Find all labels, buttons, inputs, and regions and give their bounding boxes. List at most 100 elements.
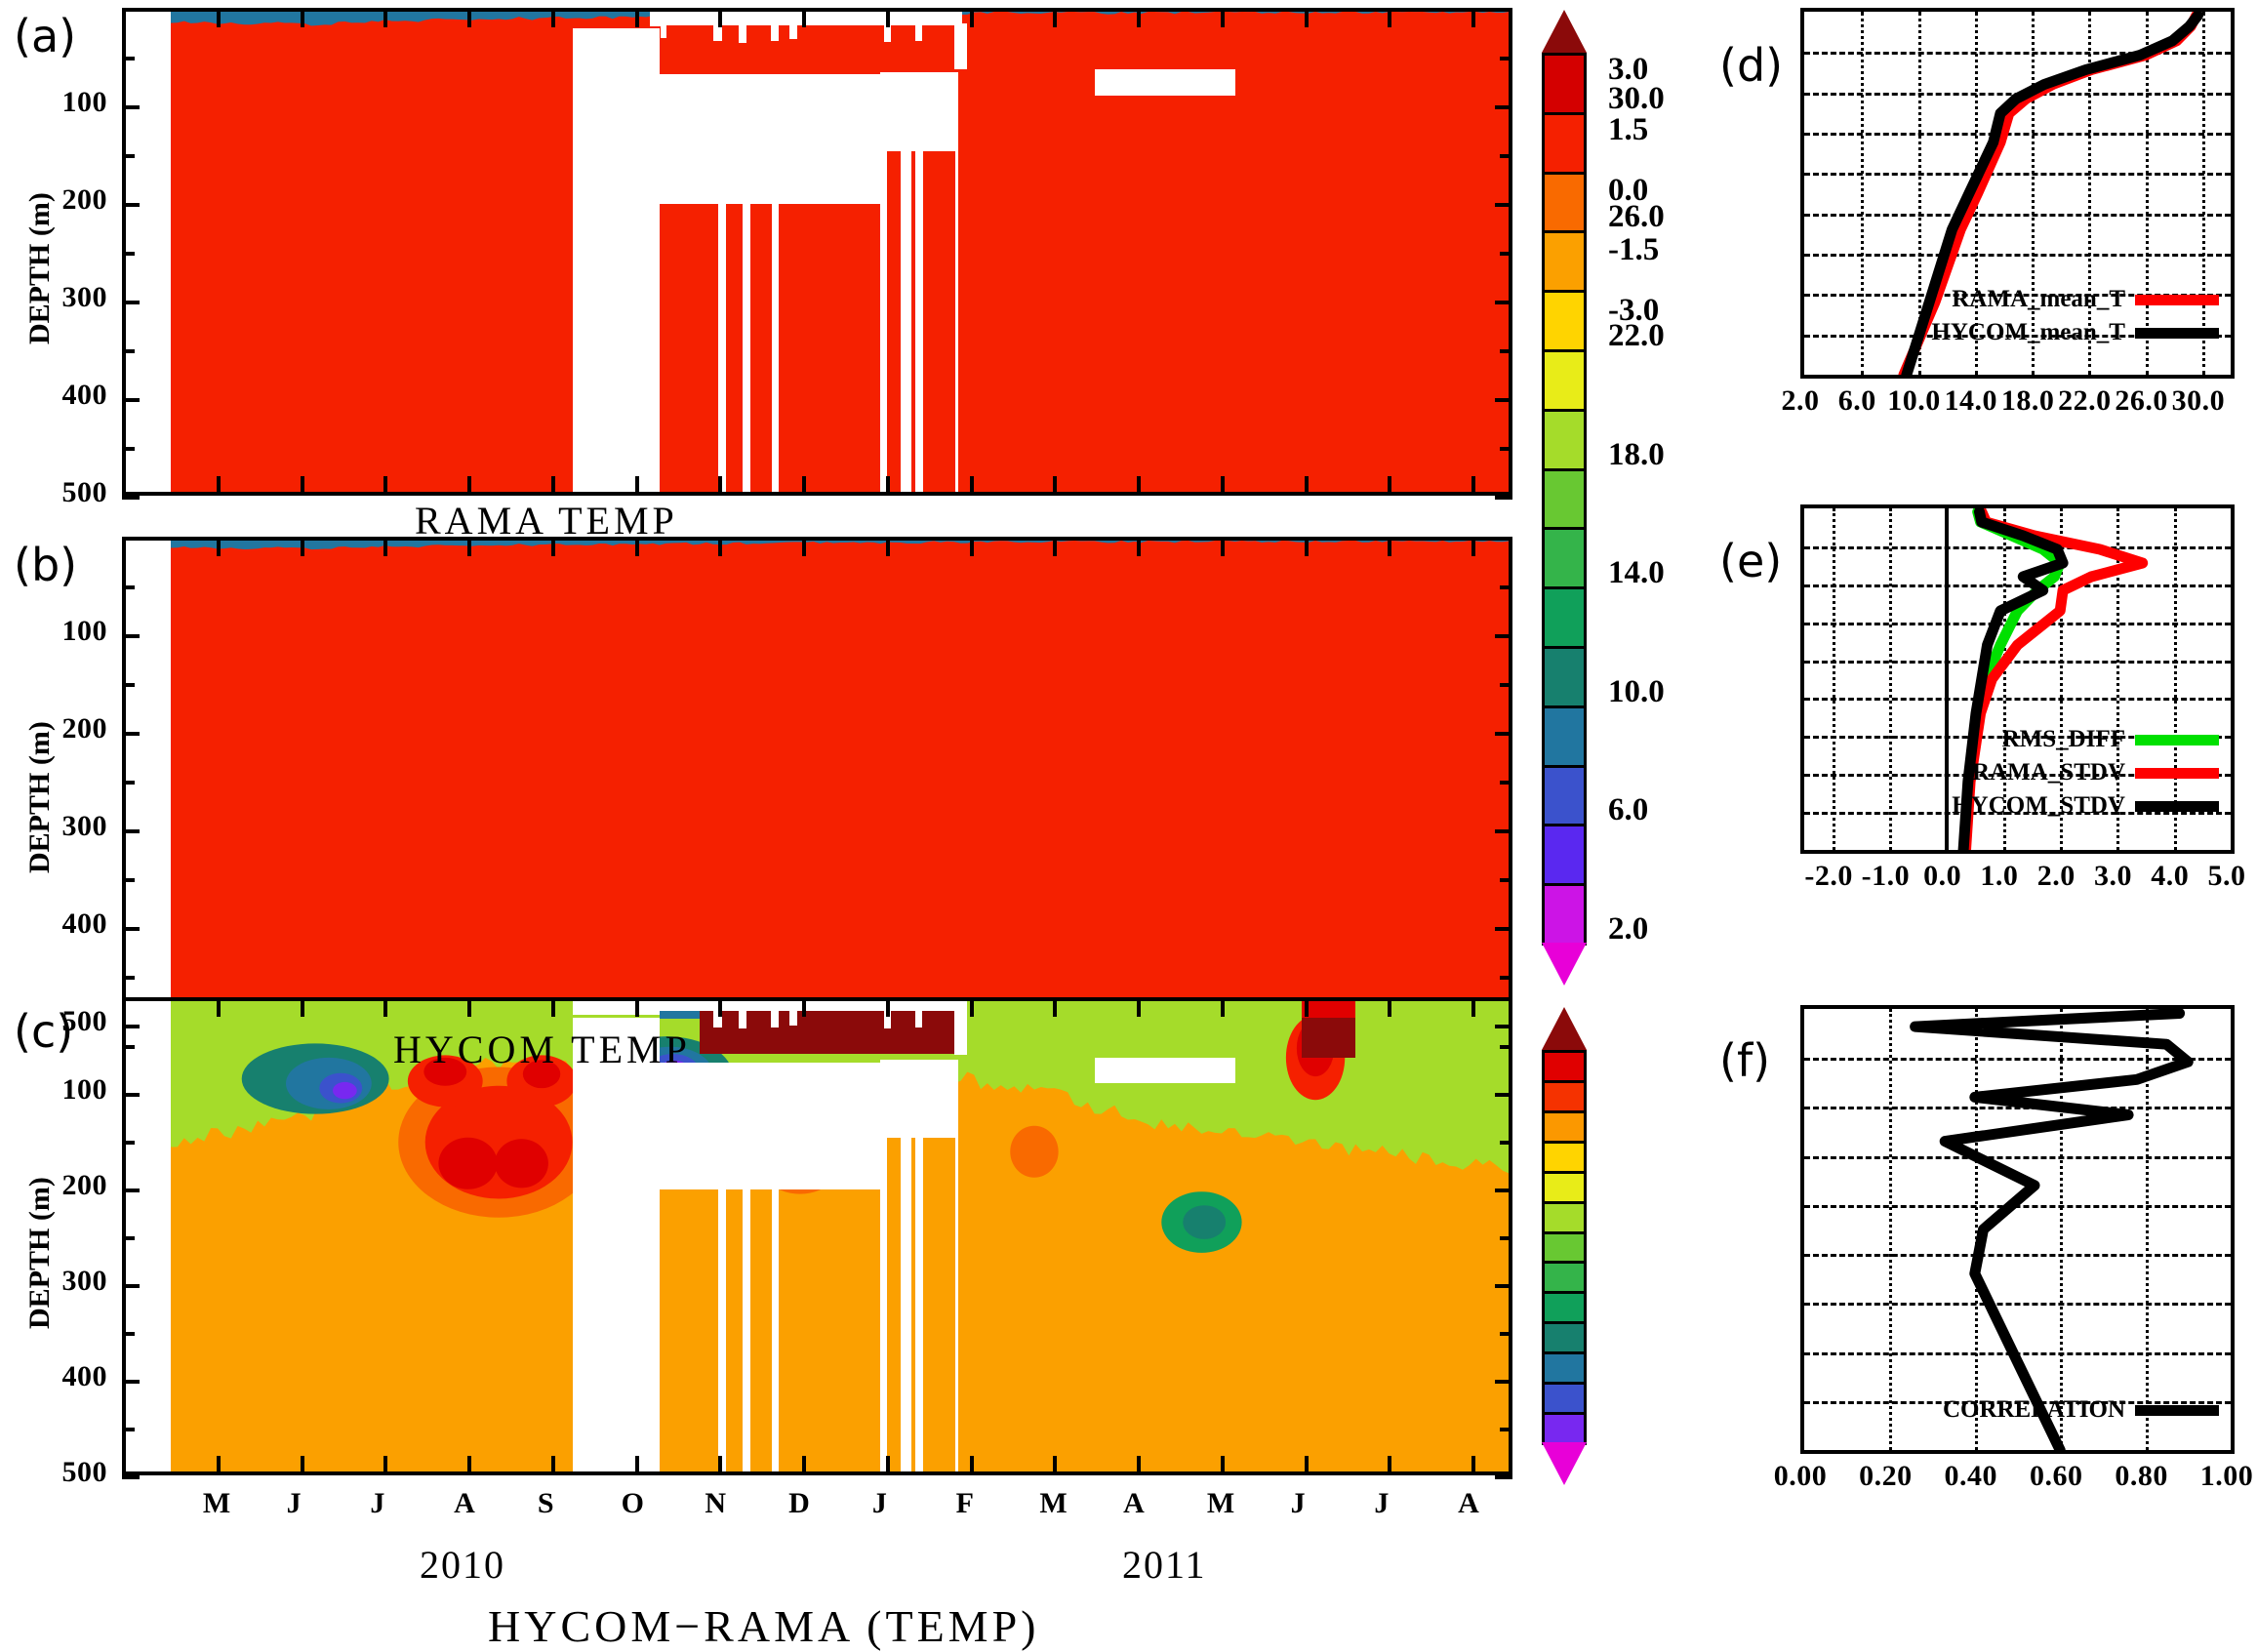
gridline-horizontal	[1804, 1303, 2231, 1307]
time-tick	[1388, 541, 1392, 556]
colorbar-segment	[1542, 764, 1587, 827]
depth-tick	[1495, 1284, 1512, 1288]
time-tick	[1137, 1456, 1142, 1471]
year-label-2011: 2011	[1122, 1543, 1207, 1587]
legend-label: HYCOM_mean_T	[1931, 319, 2125, 345]
time-tick	[969, 541, 974, 556]
panel-letter-d: (d)	[1719, 39, 1784, 92]
panel-a-title: RAMA TEMP	[415, 499, 678, 543]
depth-tick	[1495, 1025, 1512, 1028]
time-tick	[1471, 1001, 1476, 1017]
data-gap	[770, 12, 779, 41]
time-tick	[1053, 1001, 1058, 1017]
temperature-colorbar	[1539, 6, 1590, 990]
time-tick	[467, 541, 472, 556]
time-tick	[969, 1456, 974, 1471]
gridline-horizontal	[1804, 213, 2231, 217]
time-tick	[383, 1456, 388, 1471]
time-tick	[216, 12, 221, 27]
colorbar-segment	[1542, 1412, 1587, 1445]
month-label: S	[537, 1487, 554, 1519]
gridline-vertical	[1917, 12, 1921, 375]
depth-tick-label: 300	[61, 810, 107, 842]
depth-tick	[122, 1189, 140, 1192]
depth-tick	[1495, 1380, 1512, 1384]
colorbar-top-arrow	[1542, 1007, 1587, 1050]
colorbar-segment	[1542, 1351, 1587, 1386]
data-gap	[772, 1062, 779, 1471]
depth-tick	[1495, 1093, 1512, 1097]
data-gap	[954, 1061, 958, 1471]
depth-tick	[122, 1428, 135, 1431]
time-tick	[634, 12, 639, 27]
time-tick	[550, 1456, 555, 1471]
gridline-horizontal	[1804, 1254, 2231, 1258]
time-tick	[885, 1001, 890, 1017]
gridline-vertical	[2060, 1009, 2064, 1450]
depth-tick	[122, 398, 140, 402]
month-label: M	[1039, 1487, 1068, 1519]
depth-tick	[122, 1236, 135, 1240]
data-gap	[1094, 69, 1235, 97]
depth-tick	[1500, 976, 1512, 980]
colorbar-segment	[1542, 1321, 1587, 1355]
depth-tick	[1500, 447, 1512, 451]
depth-tick	[122, 1380, 140, 1384]
depth-tick-label: 100	[61, 86, 107, 118]
panel-letter-b: (b)	[14, 539, 78, 591]
time-tick	[1471, 476, 1476, 492]
panel-letter-e: (e)	[1719, 535, 1783, 587]
time-tick	[885, 476, 890, 492]
time-tick	[216, 1001, 221, 1017]
time-tick	[1220, 541, 1225, 556]
gridline-horizontal	[1804, 52, 2231, 56]
data-gap	[914, 1001, 922, 1027]
panel-d-plot	[1800, 8, 2235, 379]
depth-tick	[122, 1045, 135, 1049]
legend-row: RAMA_mean_T	[1875, 283, 2219, 316]
depth-tick-label: 200	[61, 1169, 107, 1201]
depth-tick-label: 400	[61, 379, 107, 411]
colorbar-label: 22.0	[1608, 318, 1665, 353]
time-tick	[216, 541, 221, 556]
time-tick	[550, 12, 555, 27]
legend-row: RMS_DIFF	[1875, 723, 2219, 756]
time-tick	[634, 1456, 639, 1471]
gridline-horizontal	[1804, 812, 2231, 816]
depth-tick-label: 400	[61, 1360, 107, 1392]
data-gap	[659, 73, 881, 204]
data-gap	[788, 1001, 798, 1027]
data-gap	[900, 73, 911, 492]
panel-letter-c: (c)	[14, 1005, 74, 1058]
time-tick	[802, 12, 807, 27]
time-tick	[718, 541, 723, 556]
time-tick	[383, 476, 388, 492]
gridline-horizontal	[1804, 1107, 2231, 1110]
month-label: O	[621, 1487, 644, 1519]
x-tick-label: 0.80	[2115, 1460, 2168, 1492]
legend-row: RAMA_STDV	[1875, 756, 2219, 789]
difference-colorbar	[1539, 1003, 1590, 1490]
x-tick-label: 14.0	[1944, 384, 1998, 417]
colorbar-segment	[1542, 290, 1587, 352]
colorbar-segment	[1542, 883, 1587, 946]
x-tick-label: -2.0	[1804, 860, 1853, 892]
contour-fill	[171, 1001, 1509, 1471]
time-tick	[802, 541, 807, 556]
time-tick	[969, 476, 974, 492]
legend-line-swatch	[2135, 294, 2219, 305]
data-gap	[914, 73, 924, 492]
depth-tick	[1500, 1332, 1512, 1336]
x-tick-label: 1.0	[1980, 860, 2019, 892]
x-tick-label: 2.0	[1781, 384, 1820, 417]
time-tick	[467, 12, 472, 27]
year-label-2010: 2010	[420, 1543, 505, 1587]
time-tick	[1388, 1001, 1392, 1017]
legend-f: CORRELATION	[1875, 1393, 2219, 1427]
colorbar-label: 18.0	[1608, 436, 1665, 472]
month-label: J	[286, 1487, 302, 1519]
data-gap	[880, 1062, 888, 1471]
colorbar-segment	[1542, 1140, 1587, 1174]
data-gap	[712, 1001, 723, 1027]
legend-line-swatch	[2135, 800, 2219, 812]
